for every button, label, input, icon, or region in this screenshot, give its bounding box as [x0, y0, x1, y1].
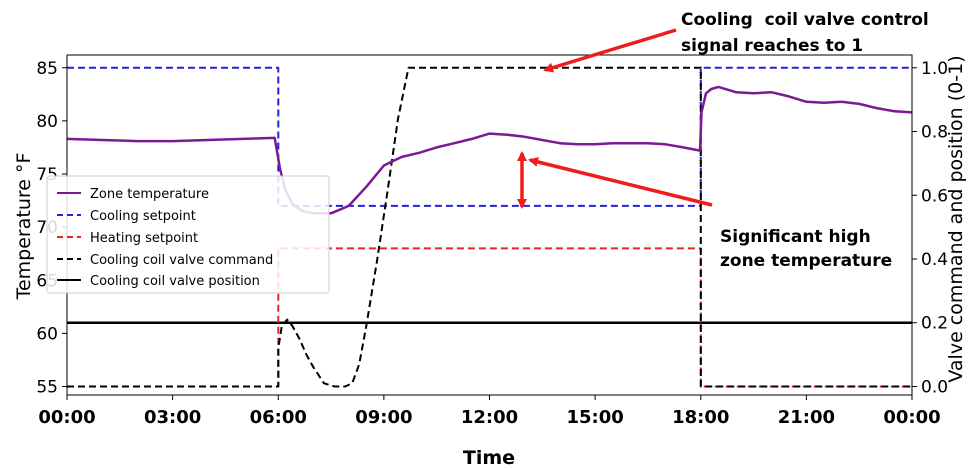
y-right-tick-label: 0.4	[921, 250, 948, 270]
y-left-tick-label: 85	[36, 59, 58, 79]
y-right-tick-label: 0.8	[921, 123, 948, 143]
y-axis-right-label: Valve command and position (0-1)	[945, 55, 967, 382]
annotation-high-temp: Significant high zone temperature	[517, 151, 892, 271]
legend-label-cooling-setpoint: Cooling setpoint	[90, 209, 196, 224]
y-right-tick-label: 0.2	[921, 314, 948, 334]
legend-label-valve-command: Cooling coil valve command	[90, 253, 273, 268]
annotation-high-temp-pointer-arrow	[528, 157, 713, 207]
annotation-high-temp-line2: zone temperature	[720, 251, 892, 271]
y-left-tick-label: 60	[36, 324, 58, 344]
annotation-high-temp-line1: Significant high	[720, 227, 871, 247]
annotation-valve-signal-arrow	[543, 28, 677, 73]
y-left-tick-label: 55	[36, 378, 58, 398]
x-tick-label: 21:00	[778, 407, 835, 428]
x-tick-label: 06:00	[250, 407, 307, 428]
series-line-cooling-setpoint	[67, 66, 912, 207]
series-line-cooling-coil-valve-command	[67, 66, 912, 388]
y-right-tick-label: 1.0	[921, 59, 948, 79]
annotation-valve-signal: Cooling coil valve control signal reache…	[543, 10, 929, 73]
series-layer	[66, 66, 913, 388]
y-right-tick-label: 0.6	[921, 186, 948, 206]
legend-label-heating-setpoint: Heating setpoint	[90, 231, 198, 246]
legend-label-zone-temperature: Zone temperature	[90, 187, 209, 202]
x-tick-label: 09:00	[355, 407, 412, 428]
x-tick-label: 12:00	[461, 407, 518, 428]
y-right-tick-label: 0.0	[921, 377, 948, 397]
legend-label-valve-position: Cooling coil valve position	[90, 274, 260, 289]
x-tick-label: 00:00	[38, 407, 95, 428]
x-tick-label: 18:00	[672, 407, 729, 428]
y-axis-left-label: Temperature °F	[13, 153, 35, 301]
annotation-valve-signal-line2: signal reaches to 1	[681, 36, 863, 56]
x-tick-label: 15:00	[566, 407, 623, 428]
y-left-tick-label: 80	[36, 112, 58, 132]
x-tick-label: 00:00	[883, 407, 940, 428]
x-tick-label: 03:00	[144, 407, 201, 428]
legend: Zone temperature Cooling setpoint Heatin…	[46, 175, 330, 294]
legend-box	[46, 175, 330, 294]
annotation-valve-signal-line1: Cooling coil valve control	[681, 10, 929, 30]
x-axis-label: Time	[463, 447, 515, 468]
